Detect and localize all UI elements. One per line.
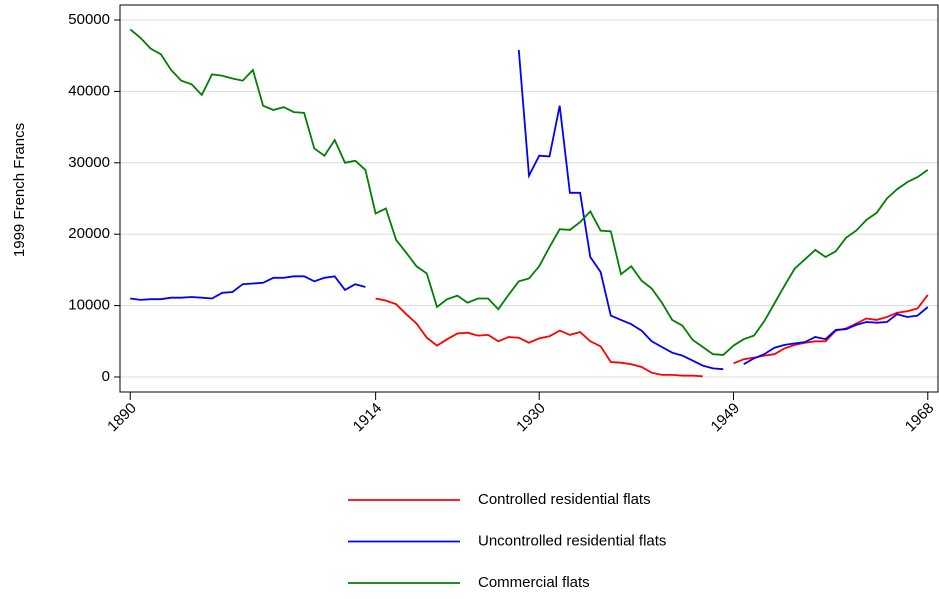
series-line <box>129 28 929 356</box>
x-tick-label: 1914 <box>350 400 386 436</box>
y-tick-label: 10000 <box>68 297 110 314</box>
y-tick-label: 0 <box>102 368 110 385</box>
y-tick-label: 20000 <box>68 225 110 242</box>
y-tick-label: 50000 <box>68 11 110 28</box>
series-line <box>130 49 929 371</box>
y-tick-label: 30000 <box>68 154 110 171</box>
legend-label: Commercial flats <box>478 574 590 591</box>
legend-label: Uncontrolled residential flats <box>478 532 666 549</box>
x-tick-label: 1930 <box>513 400 549 436</box>
plot-frame <box>119 4 939 393</box>
x-tick-label: 1890 <box>104 400 140 436</box>
series-line <box>375 294 929 378</box>
y-axis-title: 1999 French Francs <box>11 123 28 257</box>
x-tick-label: 1968 <box>902 400 938 436</box>
y-tick-label: 40000 <box>68 82 110 99</box>
x-tick-label: 1949 <box>708 400 744 436</box>
legend-label: Controlled residential flats <box>478 491 651 508</box>
